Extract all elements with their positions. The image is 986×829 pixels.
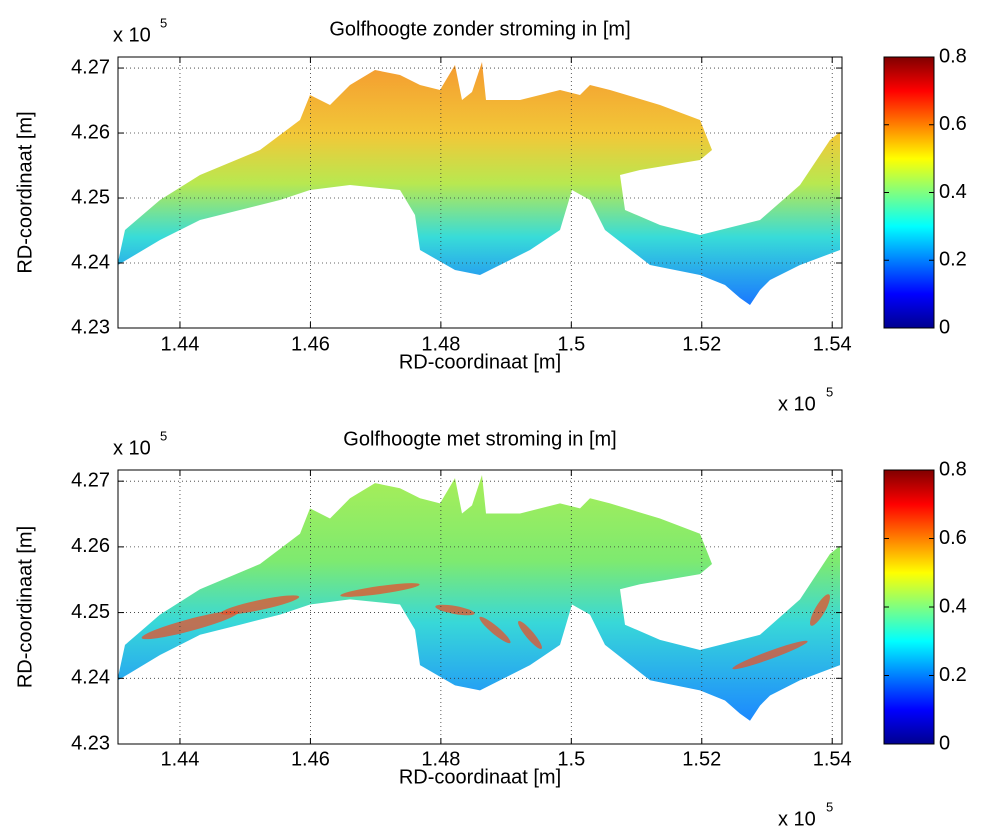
x-tick-label: 1.46	[291, 333, 330, 355]
colorbar-tick-label: 0	[939, 316, 950, 338]
x-tick-label: 1.54	[813, 333, 852, 355]
map-field	[118, 475, 840, 721]
colorbar-tick-label: 0	[939, 732, 950, 754]
map-streak	[141, 610, 239, 640]
y-tick-label: 4.25	[71, 601, 110, 623]
map-streak	[810, 594, 830, 626]
map-streak	[435, 604, 475, 616]
y-multiplier: x 10	[113, 24, 151, 46]
y-tick-label: 4.24	[71, 251, 110, 273]
map-streak	[340, 583, 420, 597]
x-tick-label: 1.44	[160, 748, 199, 770]
y-tick-label: 4.27	[71, 469, 110, 491]
colorbar-tick-label: 0.6	[939, 527, 967, 549]
x-tick-label: 1.54	[813, 748, 852, 770]
y-tick-label: 4.24	[71, 667, 110, 689]
map-streak	[732, 640, 808, 670]
x-multiplier-power: 5	[826, 384, 833, 399]
colorbar-tick-label: 0.2	[939, 664, 967, 686]
y-axis-label: RD-coordinaat [m]	[14, 526, 36, 688]
y-multiplier: x 10	[113, 437, 151, 459]
y-tick-label: 4.26	[71, 121, 110, 143]
x-tick-label: 1.46	[291, 748, 330, 770]
y-tick-label: 4.26	[71, 535, 110, 557]
x-tick-label: 1.5	[557, 748, 585, 770]
y-axis-label: RD-coordinaat [m]	[14, 111, 36, 273]
map-streak	[220, 595, 300, 615]
x-multiplier: x 10	[778, 808, 816, 829]
x-tick-label: 1.52	[682, 748, 721, 770]
x-axis-label: RD-coordinaat [m]	[399, 766, 561, 788]
colorbar-tick-label: 0.8	[939, 45, 967, 67]
map-streak	[479, 616, 511, 644]
axes-frame	[117, 56, 843, 329]
colorbar-tick-label: 0.8	[939, 458, 967, 480]
x-multiplier: x 10	[778, 393, 816, 415]
y-tick-label: 4.27	[71, 56, 110, 78]
chart-title: Golfhoogte zonder stroming in [m]	[329, 18, 630, 40]
x-tick-label: 1.44	[160, 333, 199, 355]
y-tick-label: 4.25	[71, 186, 110, 208]
colorbar	[883, 469, 935, 745]
colorbar	[883, 56, 935, 329]
y-multiplier-power: 5	[160, 15, 167, 30]
y-tick-label: 4.23	[71, 316, 110, 338]
map-field	[118, 62, 840, 305]
x-tick-label: 1.5	[557, 333, 585, 355]
colorbar-tick-label: 0.4	[939, 181, 967, 203]
colorbar-tick-label: 0.6	[939, 113, 967, 135]
y-tick-label: 4.23	[71, 732, 110, 754]
colorbar-tick-label: 0.2	[939, 249, 967, 271]
colorbar-tick-label: 0.4	[939, 595, 967, 617]
x-axis-label: RD-coordinaat [m]	[399, 351, 561, 373]
chart-title: Golfhoogte met stroming in [m]	[343, 428, 616, 450]
x-tick-label: 1.48	[421, 748, 460, 770]
x-tick-label: 1.52	[682, 333, 721, 355]
x-tick-label: 1.48	[421, 333, 460, 355]
axes-frame	[117, 469, 843, 745]
map-streak	[518, 620, 542, 650]
y-multiplier-power: 5	[160, 428, 167, 443]
x-multiplier-power: 5	[826, 799, 833, 814]
